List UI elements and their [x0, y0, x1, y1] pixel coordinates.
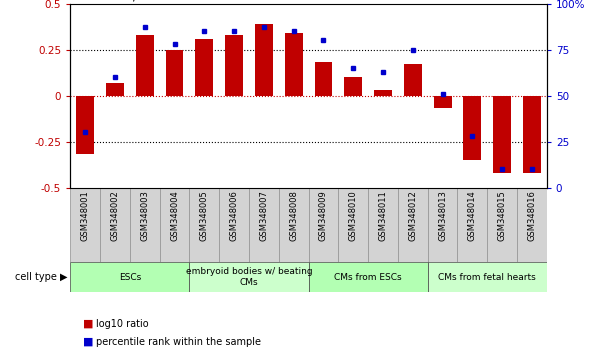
Bar: [493, 96, 511, 173]
Bar: [76, 96, 94, 154]
Text: GSM348006: GSM348006: [230, 190, 238, 241]
Bar: [463, 96, 481, 160]
Bar: [166, 50, 183, 96]
Bar: [249, 188, 279, 262]
Bar: [517, 188, 547, 262]
Text: ■: ■: [82, 337, 93, 347]
Text: GSM348004: GSM348004: [170, 190, 179, 241]
Bar: [428, 262, 547, 292]
Text: GSM348009: GSM348009: [319, 190, 328, 241]
Bar: [315, 62, 332, 96]
Bar: [106, 83, 124, 96]
Text: CMs from ESCs: CMs from ESCs: [334, 273, 402, 281]
Bar: [309, 262, 428, 292]
Bar: [404, 64, 422, 96]
Bar: [130, 188, 159, 262]
Text: GSM348010: GSM348010: [349, 190, 357, 241]
Text: CMs from fetal hearts: CMs from fetal hearts: [439, 273, 536, 281]
Text: GDS3513 / 5102: GDS3513 / 5102: [70, 0, 174, 2]
Bar: [136, 35, 154, 96]
Bar: [189, 262, 309, 292]
Text: GSM348002: GSM348002: [111, 190, 119, 241]
Bar: [458, 188, 488, 262]
Text: GSM348011: GSM348011: [379, 190, 387, 241]
Bar: [225, 35, 243, 96]
Bar: [70, 262, 189, 292]
Bar: [285, 33, 302, 96]
Bar: [219, 188, 249, 262]
Bar: [368, 188, 398, 262]
Text: GSM348012: GSM348012: [408, 190, 417, 241]
Text: cell type ▶: cell type ▶: [15, 272, 67, 282]
Text: embryoid bodies w/ beating
CMs: embryoid bodies w/ beating CMs: [186, 267, 312, 287]
Bar: [488, 188, 517, 262]
Text: ESCs: ESCs: [119, 273, 141, 281]
Text: GSM348016: GSM348016: [527, 190, 536, 241]
Text: GSM348013: GSM348013: [438, 190, 447, 241]
Bar: [428, 188, 458, 262]
Bar: [374, 90, 392, 96]
Bar: [398, 188, 428, 262]
Text: GSM348015: GSM348015: [498, 190, 507, 241]
Text: GSM348007: GSM348007: [260, 190, 268, 241]
Text: ■: ■: [82, 319, 93, 329]
Text: GSM348008: GSM348008: [289, 190, 298, 241]
Bar: [100, 188, 130, 262]
Bar: [434, 96, 452, 108]
Bar: [338, 188, 368, 262]
Text: GSM348014: GSM348014: [468, 190, 477, 241]
Bar: [196, 39, 213, 96]
Bar: [523, 96, 541, 173]
Text: percentile rank within the sample: percentile rank within the sample: [96, 337, 261, 347]
Text: GSM348003: GSM348003: [141, 190, 149, 241]
Bar: [70, 188, 100, 262]
Bar: [189, 188, 219, 262]
Text: log10 ratio: log10 ratio: [96, 319, 148, 329]
Bar: [279, 188, 309, 262]
Text: GSM348005: GSM348005: [200, 190, 209, 241]
Bar: [309, 188, 338, 262]
Text: GSM348001: GSM348001: [81, 190, 90, 241]
Bar: [255, 24, 273, 96]
Bar: [345, 77, 362, 96]
Bar: [159, 188, 189, 262]
